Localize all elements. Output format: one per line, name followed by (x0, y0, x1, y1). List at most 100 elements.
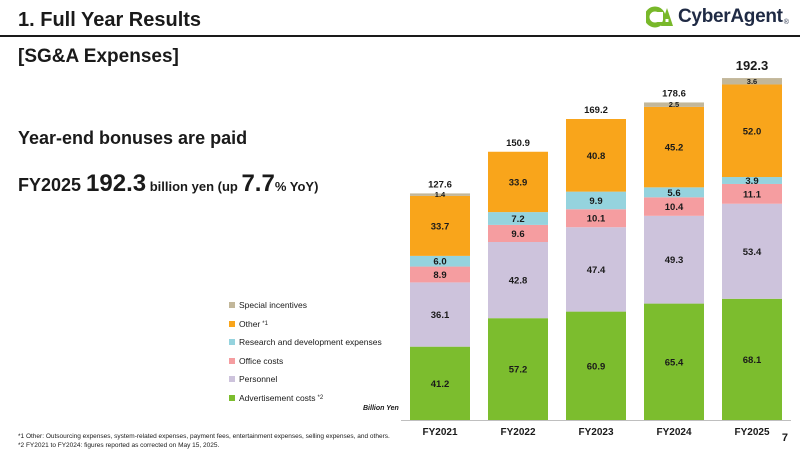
bar-other-fy2021 (410, 195, 470, 256)
bar-office-fy2023 (566, 209, 626, 228)
value-label-rnd-fy2024: 5.6 (667, 188, 680, 199)
value-label-other-fy2025: 52.0 (743, 126, 762, 137)
total-label-fy2022: 150.9 (506, 138, 530, 149)
bar-other-fy2025 (722, 84, 782, 178)
value-label-personnel-fy2022: 42.8 (509, 276, 528, 287)
value-label-advertisement-fy2024: 65.4 (665, 357, 684, 368)
x-tick-label-fy2025: FY2025 (734, 427, 769, 438)
legend-item-office: Office costs (229, 352, 382, 371)
value-label-office-fy2022: 9.6 (511, 229, 524, 240)
bar-advertisement-fy2023 (566, 311, 626, 420)
bar-special-fy2024 (644, 102, 704, 107)
value-label-other-fy2022: 33.9 (509, 177, 528, 188)
legend-label-other: Other (239, 318, 261, 329)
footnote-1: *1 Other: Outsourcing expenses, system-r… (18, 433, 390, 440)
legend-item-personnel: Personnel (229, 370, 382, 389)
title-divider (0, 35, 800, 37)
value-label-advertisement-fy2023: 60.9 (587, 361, 606, 372)
x-tick-label-fy2024: FY2024 (656, 427, 691, 438)
value-label-personnel-fy2024: 49.3 (665, 255, 684, 266)
value-label-other-fy2023: 40.8 (587, 151, 606, 162)
bar-personnel-fy2024 (644, 215, 704, 304)
legend-label-advertisement: Advertisement costs (239, 392, 316, 403)
bar-rnd-fy2025 (722, 177, 782, 184)
footnote-2: *2 FY2021 to FY2024: figures reported as… (18, 442, 220, 449)
total-label-fy2024: 178.6 (662, 88, 686, 99)
legend-swatch-rnd (229, 339, 235, 346)
kpi-summary: FY2025 192.3 billion yen (up 7.7% YoY) (18, 170, 318, 198)
value-label-personnel-fy2023: 47.4 (587, 265, 606, 276)
value-label-personnel-fy2025: 53.4 (743, 247, 762, 258)
logo-registered-mark: ® (783, 18, 789, 26)
bar-other-fy2022 (488, 151, 548, 213)
kpi-fiscal-year: FY2025 (18, 175, 87, 195)
value-label-personnel-fy2021: 36.1 (431, 310, 450, 321)
page-number: 7 (781, 432, 788, 444)
x-tick-label-fy2021: FY2021 (422, 427, 457, 438)
value-label-special-fy2025: 3.6 (747, 77, 757, 86)
value-label-other-fy2024: 45.2 (665, 143, 684, 154)
value-label-advertisement-fy2025: 68.1 (743, 355, 762, 366)
legend-note-other: *1 (262, 320, 268, 327)
bar-advertisement-fy2021 (410, 346, 470, 420)
logo-wordmark: CyberAgent (678, 6, 783, 27)
legend-label-personnel: Personnel (239, 374, 278, 385)
value-label-office-fy2025: 11.1 (743, 189, 762, 200)
legend-swatch-advertisement (229, 394, 235, 401)
bar-rnd-fy2021 (410, 255, 470, 267)
bar-rnd-fy2023 (566, 191, 626, 210)
bar-office-fy2021 (410, 266, 470, 283)
value-label-special-fy2024: 2.5 (669, 100, 679, 109)
value-label-special-fy2021: 1.4 (435, 190, 446, 199)
section-subtitle: [SG&A Expenses] (18, 46, 179, 67)
bar-personnel-fy2023 (566, 227, 626, 312)
value-label-advertisement-fy2021: 41.2 (431, 379, 450, 390)
legend-swatch-personnel (229, 376, 235, 383)
value-label-office-fy2021: 8.9 (433, 270, 446, 281)
legend-label-office: Office costs (239, 355, 284, 366)
legend-swatch-other (229, 320, 235, 327)
legend-item-rnd: Research and development expenses (229, 333, 382, 352)
bar-rnd-fy2024 (644, 187, 704, 198)
total-label-fy2025: 192.3 (736, 58, 769, 73)
bar-other-fy2024 (644, 106, 704, 188)
value-label-advertisement-fy2022: 57.2 (509, 365, 528, 376)
kpi-value: 192.3 (86, 170, 147, 197)
kpi-growth-unit: % YoY) (274, 179, 319, 194)
chart-unit-label: Billion Yen (363, 405, 399, 412)
slide-title: 1. Full Year Results (18, 9, 202, 31)
legend-label-special: Special incentives (239, 300, 308, 311)
legend-swatch-special (229, 302, 235, 309)
cyberagent-mark-icon (646, 6, 673, 28)
headline: Year-end bonuses are paid (18, 128, 248, 148)
value-label-rnd-fy2025: 3.9 (745, 176, 758, 187)
x-tick-label-fy2022: FY2022 (500, 427, 535, 438)
value-label-rnd-fy2023: 9.9 (589, 196, 602, 207)
chart-legend: Special incentives Other *1 Research and… (229, 296, 382, 407)
bar-personnel-fy2021 (410, 282, 470, 347)
bar-office-fy2025 (722, 183, 782, 204)
legend-note-advertisement: *2 (317, 394, 324, 401)
bar-advertisement-fy2022 (488, 318, 548, 420)
x-tick-label-fy2023: FY2023 (578, 427, 613, 438)
cyberagent-logo: CyberAgent ® (646, 6, 789, 28)
value-label-rnd-fy2021: 6.0 (433, 257, 446, 268)
value-label-rnd-fy2022: 7.2 (511, 214, 524, 225)
bar-advertisement-fy2024 (644, 303, 704, 420)
bar-advertisement-fy2025 (722, 298, 782, 420)
legend-item-advertisement: Advertisement costs *2 (229, 389, 382, 408)
bar-special-fy2021 (410, 193, 470, 196)
total-label-fy2021: 127.6 (428, 179, 452, 190)
legend-item-other: Other *1 (229, 315, 382, 334)
legend-swatch-office (229, 357, 235, 364)
value-label-office-fy2024: 10.4 (665, 202, 684, 213)
kpi-unit: billion yen (up (146, 179, 242, 194)
bar-rnd-fy2022 (488, 212, 548, 225)
bar-office-fy2024 (644, 197, 704, 216)
bar-special-fy2025 (722, 78, 782, 85)
kpi-growth: 7.7 (241, 170, 275, 197)
value-label-office-fy2023: 10.1 (587, 214, 606, 225)
bar-personnel-fy2025 (722, 203, 782, 299)
footnotes: *1 Other: Outsourcing expenses, system-r… (18, 432, 390, 450)
